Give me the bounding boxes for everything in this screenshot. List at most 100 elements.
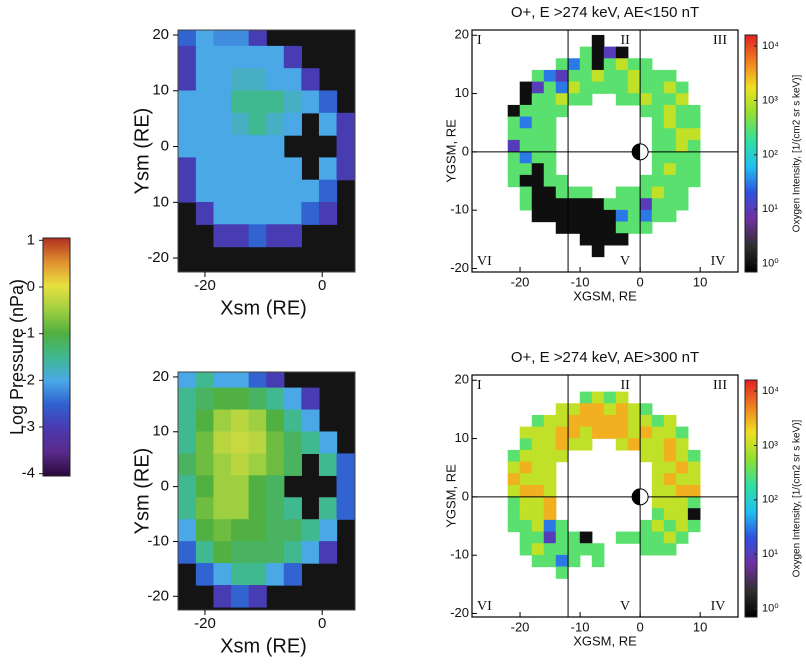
cell xyxy=(651,209,665,223)
cell xyxy=(248,112,267,136)
cell xyxy=(231,45,250,69)
cell xyxy=(213,563,232,586)
cell xyxy=(555,186,569,199)
cell xyxy=(651,186,665,199)
cell xyxy=(555,449,569,463)
cell xyxy=(591,46,605,59)
cell xyxy=(519,543,533,556)
cell xyxy=(248,475,267,498)
cell xyxy=(531,496,545,509)
cell xyxy=(519,473,533,486)
cell xyxy=(283,563,302,586)
cell xyxy=(543,449,557,463)
cell xyxy=(301,409,320,433)
cell xyxy=(543,198,557,211)
cell xyxy=(639,221,653,234)
cell xyxy=(195,475,215,498)
cell xyxy=(301,90,320,114)
cell xyxy=(248,90,267,114)
y-tick-label: 10 xyxy=(455,430,469,445)
cell xyxy=(579,233,593,246)
cell xyxy=(663,543,677,556)
x-tick-label: -10 xyxy=(571,619,590,634)
cell xyxy=(266,372,285,389)
cell xyxy=(555,221,569,234)
cell xyxy=(687,151,701,164)
cell xyxy=(615,46,629,59)
cell xyxy=(231,68,250,92)
cell xyxy=(615,93,629,106)
cell xyxy=(231,135,250,158)
sector-label: IV xyxy=(711,599,726,614)
sector-label: I xyxy=(477,33,482,48)
cell xyxy=(195,179,215,203)
cell xyxy=(639,93,653,106)
x-tick-label: -20 xyxy=(511,274,530,289)
cell xyxy=(663,508,677,521)
cell xyxy=(675,496,689,509)
cell xyxy=(318,201,338,225)
cell xyxy=(195,431,215,455)
cell xyxy=(591,198,605,211)
cell xyxy=(531,151,545,164)
cell xyxy=(651,473,665,486)
cell xyxy=(318,431,338,455)
cell xyxy=(603,403,617,416)
cell xyxy=(213,90,232,114)
sector-label: II xyxy=(620,378,630,393)
cell xyxy=(231,497,250,520)
cell xyxy=(555,426,569,439)
cell xyxy=(567,209,581,223)
cell xyxy=(579,198,593,211)
cell xyxy=(591,69,605,83)
cell xyxy=(283,224,302,248)
sector-label: V xyxy=(620,599,630,614)
cell xyxy=(567,426,581,439)
cell xyxy=(195,519,215,542)
colorbar-tick-label: 10⁰ xyxy=(762,602,779,614)
cell xyxy=(266,497,285,520)
cell xyxy=(507,104,521,118)
cell xyxy=(627,93,641,106)
cell xyxy=(651,116,665,129)
cell xyxy=(627,438,641,451)
cell xyxy=(567,198,581,211)
cell xyxy=(543,543,557,556)
cell xyxy=(213,135,232,158)
cell xyxy=(543,174,557,188)
cell xyxy=(178,68,197,92)
cell xyxy=(627,531,641,544)
cell xyxy=(663,414,677,428)
y-tick-label: -20 xyxy=(147,249,169,266)
cell xyxy=(231,409,250,433)
cell xyxy=(615,531,629,544)
cell xyxy=(283,409,302,433)
cell xyxy=(627,69,641,83)
cell xyxy=(231,475,250,498)
cell xyxy=(651,508,665,521)
cell xyxy=(591,403,605,416)
cell xyxy=(603,233,617,246)
cell xyxy=(615,233,629,246)
cell xyxy=(663,163,677,176)
cell xyxy=(266,431,285,455)
y-tick-label: 0 xyxy=(161,138,169,155)
cell xyxy=(687,139,701,153)
cell xyxy=(687,104,701,118)
cell xyxy=(567,81,581,94)
cell xyxy=(195,409,215,433)
cell xyxy=(266,475,285,498)
cell xyxy=(531,461,545,474)
cell xyxy=(213,585,232,608)
cell xyxy=(663,93,677,106)
cell xyxy=(248,541,267,564)
cell xyxy=(651,461,665,474)
cell xyxy=(213,387,232,411)
cell xyxy=(195,453,215,476)
colorbar xyxy=(42,237,71,477)
cell xyxy=(531,473,545,486)
cell xyxy=(639,531,653,544)
cell xyxy=(283,90,302,114)
cell xyxy=(603,69,617,83)
